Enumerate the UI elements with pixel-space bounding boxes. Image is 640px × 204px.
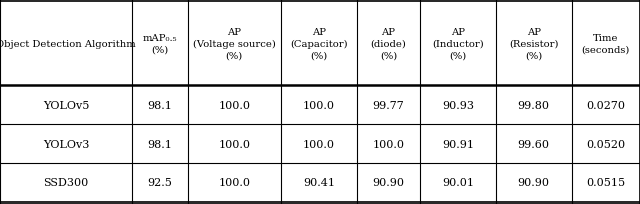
Text: 90.01: 90.01	[442, 178, 474, 187]
Text: YOLOv3: YOLOv3	[43, 139, 89, 149]
Text: Object Detection Algorithm: Object Detection Algorithm	[0, 39, 136, 48]
Text: YOLOv5: YOLOv5	[43, 100, 89, 110]
Text: 0.0270: 0.0270	[586, 100, 625, 110]
Text: 99.80: 99.80	[518, 100, 550, 110]
Text: AP
(Capacitor)
(%): AP (Capacitor) (%)	[290, 28, 348, 60]
Text: AP
(diode)
(%): AP (diode) (%)	[371, 28, 406, 60]
Text: 0.0515: 0.0515	[586, 178, 625, 187]
Text: 90.93: 90.93	[442, 100, 474, 110]
Text: mAP₀.₅
(%): mAP₀.₅ (%)	[143, 33, 177, 54]
Text: 90.90: 90.90	[372, 178, 404, 187]
Text: 99.77: 99.77	[372, 100, 404, 110]
Text: 92.5: 92.5	[147, 178, 172, 187]
Text: 100.0: 100.0	[372, 139, 404, 149]
Text: AP
(Voltage source)
(%): AP (Voltage source) (%)	[193, 28, 276, 60]
Text: 90.91: 90.91	[442, 139, 474, 149]
Text: 90.90: 90.90	[518, 178, 550, 187]
Text: 100.0: 100.0	[218, 100, 250, 110]
Text: Time
(seconds): Time (seconds)	[582, 33, 630, 54]
Text: AP
(Resistor)
(%): AP (Resistor) (%)	[509, 28, 559, 60]
Text: 100.0: 100.0	[218, 178, 250, 187]
Text: 0.0520: 0.0520	[586, 139, 625, 149]
Text: 90.41: 90.41	[303, 178, 335, 187]
Text: 98.1: 98.1	[147, 100, 172, 110]
Text: 100.0: 100.0	[303, 100, 335, 110]
Text: 99.60: 99.60	[518, 139, 550, 149]
Text: SSD300: SSD300	[44, 178, 89, 187]
Text: 100.0: 100.0	[303, 139, 335, 149]
Text: AP
(Inductor)
(%): AP (Inductor) (%)	[432, 28, 484, 60]
Text: 100.0: 100.0	[218, 139, 250, 149]
Text: 98.1: 98.1	[147, 139, 172, 149]
